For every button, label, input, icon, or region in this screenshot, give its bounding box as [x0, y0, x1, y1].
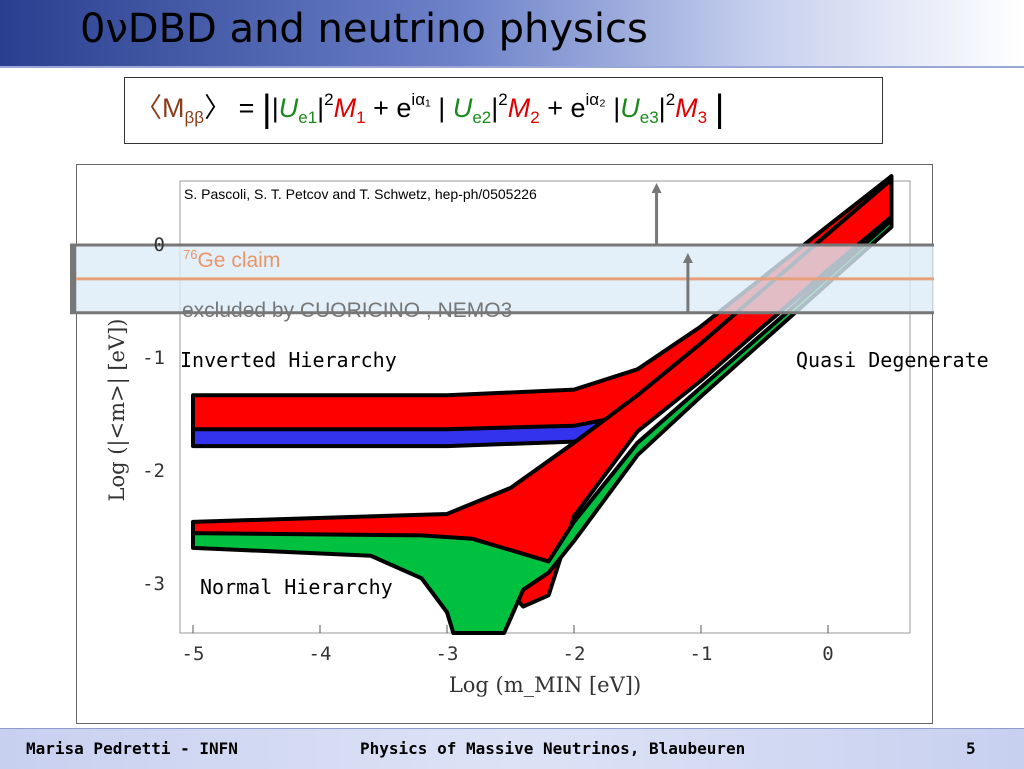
excluded-label: excluded by CUORICINO , NEMO3 — [182, 299, 512, 322]
inverted-hierarchy-label: Inverted Hierarchy — [180, 348, 397, 372]
formula-u2: U — [452, 93, 473, 123]
formula-abs-open-3: | — [613, 93, 621, 123]
bound-bands — [70, 183, 934, 315]
formula-close-bar: | — [714, 88, 725, 130]
formula-plus-2: + — [539, 93, 571, 123]
formula-m3-sub: 3 — [697, 108, 708, 127]
title-bar — [0, 0, 1024, 66]
band-left-edge — [70, 244, 76, 314]
footer-bar: Marisa Pedretti - INFN Physics of Massiv… — [0, 728, 1024, 769]
formula-u3: U — [620, 93, 640, 123]
x-tick-label: -4 — [309, 643, 332, 665]
formula-lhs: 〈M — [135, 93, 185, 123]
formula-u1: U — [278, 93, 299, 123]
x-axis-label: Log (m_MIN [eV]) — [449, 673, 641, 697]
x-tick-label: -1 — [690, 643, 713, 665]
formula-lhs-sub: ββ — [184, 108, 205, 127]
formula-abs-open-2: | — [438, 93, 446, 123]
formula-u3-sub: e3 — [639, 108, 659, 127]
formula-m3: M — [675, 93, 698, 123]
title-divider — [0, 66, 1024, 68]
ge-claim-isotope: 76 — [183, 247, 197, 262]
region-3-upper-curve — [192, 219, 893, 563]
formula-e-1: e — [396, 93, 412, 123]
y-tick-label: -3 — [142, 573, 165, 595]
formula-abs-open-1: | — [271, 93, 279, 123]
mass-formula: 〈Mββ〉 = ||Ue1|2M1 + eiα₁ | Ue2|2M2 + eiα… — [135, 86, 725, 131]
formula-u1-sub: e1 — [298, 108, 318, 127]
formula-sq-2: 2 — [498, 90, 508, 109]
y-tick-label: 0 — [154, 234, 165, 256]
formula-lhs-close: 〉 = — [204, 93, 262, 123]
plot-area — [179, 180, 911, 634]
formula-m2-sub: 2 — [530, 108, 540, 127]
x-tick-label: -3 — [436, 643, 459, 665]
formula-abs-close-1: | — [317, 93, 325, 123]
ge-claim-text: Ge claim — [197, 249, 280, 272]
x-tick-label: -5 — [182, 643, 205, 665]
formula-plus-1: + — [365, 93, 397, 123]
formula-m1: M — [333, 93, 357, 123]
footer-page-number: 5 — [966, 739, 976, 758]
axis-ticks: -5 -4 -3 -2 -1 0 0 -1 -2 -3 — [142, 234, 834, 665]
region-0-upper-curve — [193, 175, 893, 397]
normal-hierarchy-label: Normal Hierarchy — [200, 575, 393, 599]
formula-m1-sub: 1 — [356, 108, 366, 127]
formula-sq-1: 2 — [324, 90, 334, 109]
bound-arrowhead-1 — [682, 253, 693, 263]
formula-abs-close-2: | — [491, 93, 499, 123]
formula-open-bar: | — [261, 88, 272, 130]
slide-title: 0νDBD and neutrino physics — [80, 6, 648, 52]
formula-m2: M — [507, 93, 531, 123]
ge-claim-label: 76Ge claim — [183, 247, 280, 272]
formula-sq-3: 2 — [665, 90, 676, 109]
footer-author: Marisa Pedretti - INFN — [26, 739, 238, 758]
quasi-degenerate-label: Quasi Degenerate — [796, 348, 989, 372]
citation-text: S. Pascoli, S. T. Petcov and T. Schwetz,… — [184, 186, 537, 202]
y-tick-label: -2 — [142, 460, 165, 482]
x-tick-label: 0 — [822, 643, 833, 665]
formula-e-2: e — [570, 93, 586, 123]
formula-u2-sub: e2 — [472, 108, 492, 127]
footer-event: Physics of Massive Neutrinos, Blaubeuren — [360, 739, 746, 758]
formula-phase-1: iα₁ — [411, 90, 431, 109]
bound-arrowhead-0 — [651, 183, 662, 193]
x-tick-label: -2 — [563, 643, 586, 665]
formula-box: 〈Mββ〉 = ||Ue1|2M1 + eiα₁ | Ue2|2M2 + eiα… — [124, 77, 883, 144]
formula-phase-2: iα₂ — [585, 90, 606, 109]
y-tick-label: -1 — [142, 347, 165, 369]
y-axis-label: Log (|<m>| [eV]) — [105, 318, 130, 501]
formula-abs-close-3: | — [658, 93, 666, 123]
